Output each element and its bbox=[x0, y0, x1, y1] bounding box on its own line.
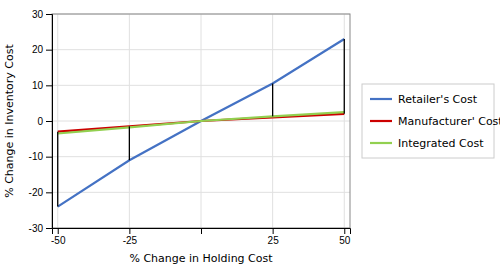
x-axis-line bbox=[53, 229, 351, 235]
x-tick-mark bbox=[344, 228, 345, 234]
vertical-line bbox=[344, 39, 345, 114]
x-tick-label: 25 bbox=[268, 235, 280, 246]
y-tick: 30 bbox=[32, 9, 52, 20]
y-tick-mark bbox=[46, 228, 52, 229]
x-tick-mark bbox=[273, 228, 274, 234]
y-tick-mark bbox=[46, 121, 52, 122]
vertical-line bbox=[57, 132, 58, 207]
x-tick: -25 bbox=[123, 228, 138, 246]
y-tick-label: 0 bbox=[37, 116, 43, 127]
y-tick-mark bbox=[46, 192, 52, 193]
y-tick: -10 bbox=[29, 151, 52, 162]
grid-line-x bbox=[57, 14, 58, 228]
y-tick-label: 20 bbox=[32, 44, 44, 55]
x-tick-mark bbox=[129, 228, 130, 234]
x-tick-label: -25 bbox=[123, 235, 138, 246]
y-tick-label: 10 bbox=[32, 80, 44, 91]
grid-line-x bbox=[344, 14, 345, 228]
y-axis-line bbox=[46, 15, 53, 229]
x-axis-title: % Change in Holding Cost bbox=[129, 252, 273, 265]
y-tick-mark bbox=[46, 85, 52, 86]
x-tick: 50 bbox=[339, 228, 351, 246]
y-tick-mark bbox=[46, 157, 52, 158]
grid bbox=[52, 14, 350, 228]
x-tick-label: 50 bbox=[339, 235, 351, 246]
x-tick: 25 bbox=[268, 228, 280, 246]
legend-label: Integrated Cost bbox=[398, 137, 484, 150]
y-tick: 0 bbox=[37, 116, 52, 127]
series-line bbox=[58, 112, 345, 133]
y-tick-label: 30 bbox=[32, 9, 44, 20]
y-tick: 20 bbox=[32, 44, 52, 55]
vertical-line bbox=[272, 84, 273, 117]
y-tick-label: -30 bbox=[29, 223, 44, 234]
legend-swatch bbox=[370, 98, 392, 100]
y-axis-title: % Change in Inventory Cost bbox=[3, 44, 16, 198]
grid-line-x bbox=[129, 14, 130, 228]
y-tick: -20 bbox=[29, 187, 52, 198]
y-tick: -30 bbox=[29, 223, 52, 234]
y-tick-mark bbox=[46, 50, 52, 51]
y-tick: 10 bbox=[32, 80, 52, 91]
series-line bbox=[58, 39, 345, 207]
plot: -50 -25 25 50 -30 -20 -10 0 10 20 30 bbox=[29, 9, 351, 246]
legend-label: Retailer's Cost bbox=[398, 93, 478, 106]
x-tick: -50 bbox=[51, 228, 66, 246]
legend: Retailer's Cost Manufacturer' Cost Integra… bbox=[362, 84, 500, 158]
vertical-line bbox=[129, 126, 130, 160]
grid-line-x bbox=[272, 14, 273, 228]
x-tick-label: -50 bbox=[51, 235, 66, 246]
x-axis: -50 -25 25 50 bbox=[51, 228, 351, 246]
legend-swatch bbox=[370, 142, 392, 144]
legend-label: Manufacturer' Cost bbox=[398, 115, 500, 128]
chart: -50 -25 25 50 -30 -20 -10 0 10 20 30 % Change in Ho… bbox=[0, 0, 500, 270]
y-tick-label: -10 bbox=[29, 151, 44, 162]
x-tick bbox=[201, 228, 202, 234]
legend-swatch bbox=[370, 120, 392, 122]
y-axis: -30 -20 -10 0 10 20 30 bbox=[29, 9, 53, 234]
y-tick-mark bbox=[46, 14, 52, 15]
plot-frame bbox=[52, 14, 350, 228]
y-tick-label: -20 bbox=[29, 187, 44, 198]
marks bbox=[58, 39, 345, 207]
x-tick-mark bbox=[58, 228, 59, 234]
x-tick-mark bbox=[201, 228, 202, 234]
